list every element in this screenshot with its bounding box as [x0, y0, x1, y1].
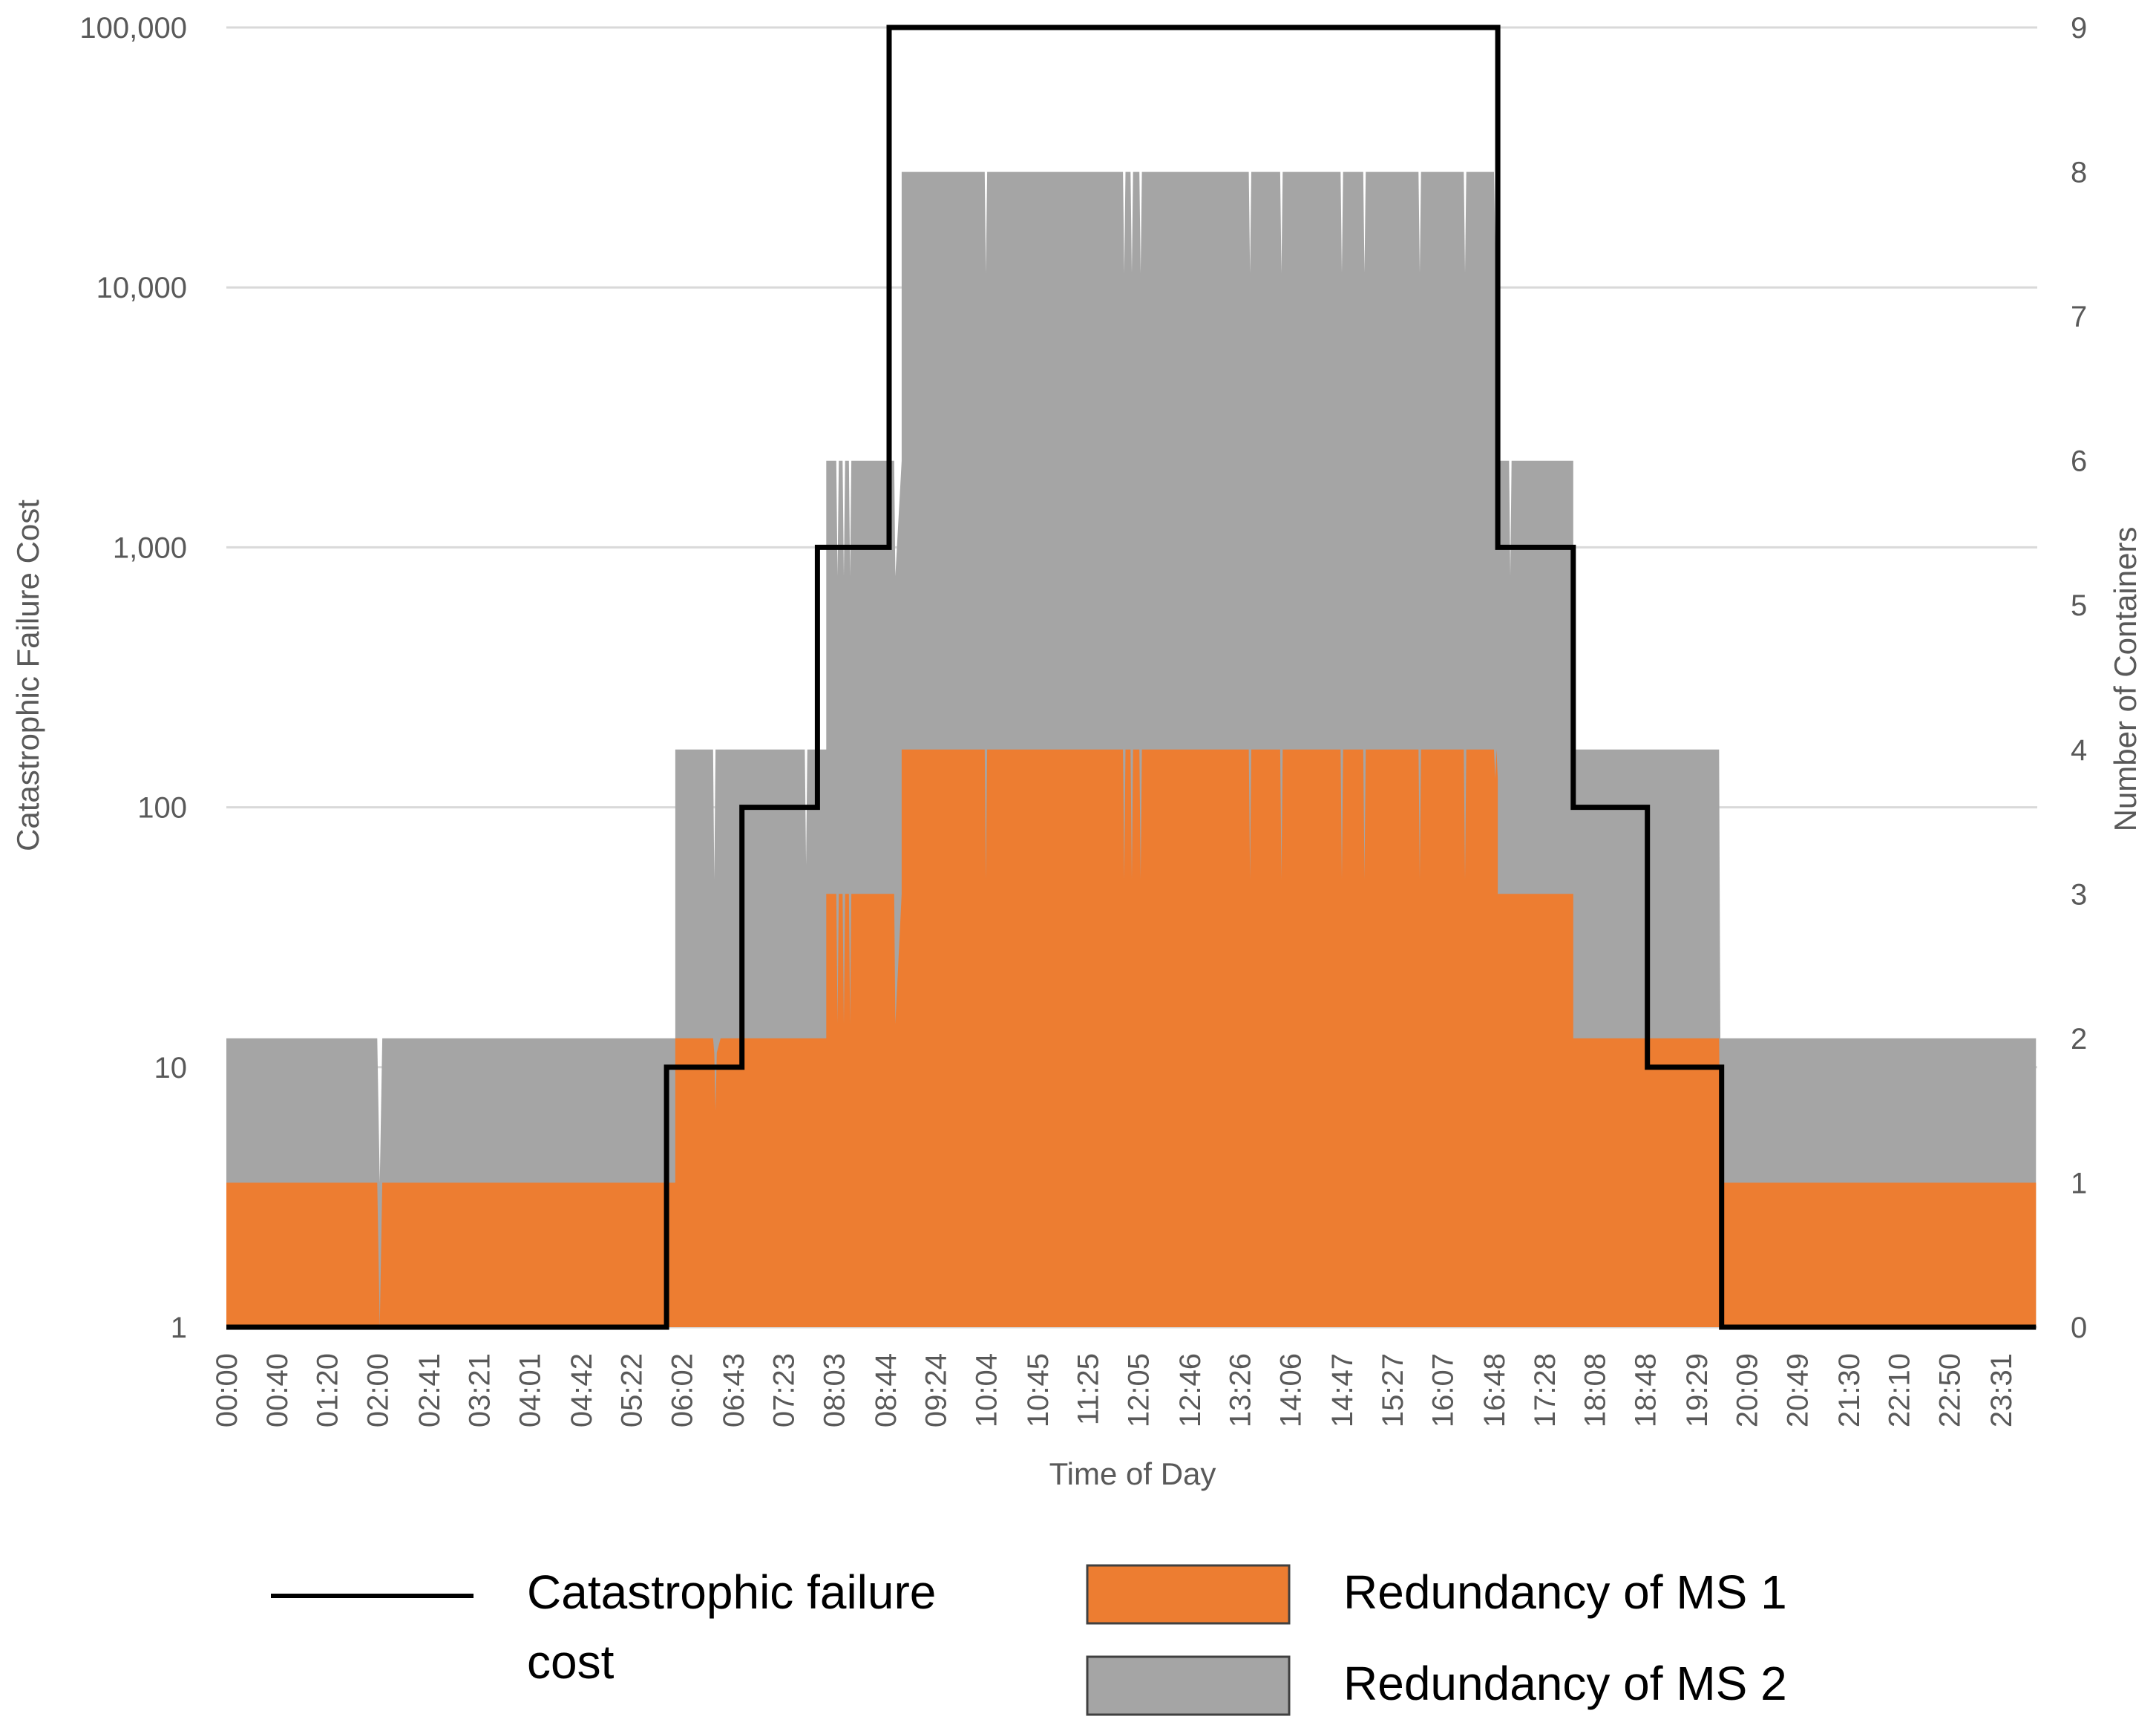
- x-tick-label: 00:00: [211, 1353, 243, 1427]
- left-tick-label: 1,000: [113, 531, 187, 564]
- x-tick-label: 12:46: [1174, 1353, 1207, 1427]
- x-axis-ticks: 00:00 00:40 01:20 02:00 02:41 03:21 04:01 04:42…: [211, 1353, 2018, 1427]
- x-tick-label: 10:04: [970, 1353, 1003, 1427]
- x-tick-label: 19:29: [1681, 1353, 1714, 1427]
- left-axis-title: Catastrophic Failure Cost: [10, 500, 45, 851]
- x-tick-label: 01:20: [312, 1353, 344, 1427]
- left-tick-label: 10,000: [96, 272, 187, 304]
- cost-line-layer: [226, 24, 2037, 1330]
- x-tick-label: 08:03: [818, 1353, 851, 1427]
- right-axis-ticks: 0 1 2 3 4 5 6 7 8 9: [2071, 12, 2087, 1344]
- right-tick-label: 6: [2071, 445, 2087, 478]
- x-tick-label: 16:48: [1478, 1353, 1511, 1427]
- x-tick-label: 07:23: [768, 1353, 801, 1427]
- plot-area: [226, 171, 2037, 1328]
- x-tick-label: 09:24: [920, 1353, 953, 1427]
- legend-line-label-part-1: Catastrophic failure: [527, 1565, 936, 1619]
- legend: Catastrophic failure cost Redundancy of …: [271, 1564, 1787, 1716]
- x-tick-label: 06:43: [718, 1353, 750, 1427]
- legend-ms1-swatch: [1086, 1564, 1291, 1625]
- x-tick-label: 08:44: [870, 1353, 902, 1427]
- left-tick-label: 100: [137, 792, 187, 825]
- ms1-area: [226, 749, 2037, 1327]
- x-tick-label: 21:30: [1833, 1353, 1866, 1427]
- left-tick-label: 1: [171, 1312, 187, 1344]
- x-tick-label: 11:25: [1072, 1353, 1105, 1425]
- right-tick-label: 0: [2071, 1312, 2087, 1344]
- legend-line-label: Catastrophic failure cost: [527, 1565, 949, 1689]
- x-tick-label: 15:27: [1377, 1353, 1409, 1427]
- x-tick-label: 20:49: [1781, 1353, 1814, 1427]
- legend-ms2-label: Redundancy of MS 2: [1343, 1657, 1787, 1710]
- x-tick-label: 20:09: [1731, 1353, 1764, 1427]
- x-tick-label: 13:26: [1225, 1353, 1257, 1427]
- x-tick-label: 14:47: [1326, 1353, 1359, 1427]
- x-tick-label: 06:02: [666, 1353, 698, 1427]
- left-tick-label: 100,000: [79, 12, 187, 45]
- x-tick-label: 22:50: [1933, 1353, 1966, 1427]
- x-tick-label: 14:06: [1275, 1353, 1308, 1427]
- x-tick-label: 12:05: [1122, 1353, 1155, 1427]
- right-tick-label: 7: [2071, 301, 2087, 333]
- right-tick-label: 3: [2071, 878, 2087, 911]
- x-tick-label: 02:00: [361, 1353, 394, 1427]
- legend-ms1-label: Redundancy of MS 1: [1343, 1565, 1787, 1619]
- cost-line: [226, 24, 2037, 1330]
- x-tick-label: 00:40: [261, 1353, 294, 1427]
- right-tick-label: 9: [2071, 12, 2087, 45]
- right-tick-label: 5: [2071, 589, 2087, 622]
- x-tick-label: 04:01: [514, 1353, 546, 1427]
- x-tick-label: 18:48: [1629, 1353, 1662, 1427]
- x-tick-label: 10:45: [1022, 1353, 1055, 1427]
- x-tick-label: 23:31: [1985, 1353, 2018, 1427]
- legend-ms2-swatch: [1086, 1655, 1291, 1716]
- right-axis-title: Number of Containers: [2108, 527, 2143, 832]
- x-tick-label: 16:07: [1427, 1353, 1460, 1427]
- x-tick-label: 22:10: [1884, 1353, 1916, 1427]
- left-axis-ticks: 1 10 100 1,000 10,000 100,000: [79, 12, 187, 1344]
- x-axis-title: Time of Day: [1049, 1456, 1216, 1491]
- x-tick-label: 05:22: [616, 1353, 649, 1427]
- legend-line-label-part-2: cost: [527, 1635, 615, 1689]
- x-tick-label: 03:21: [464, 1353, 497, 1427]
- x-tick-label: 17:28: [1529, 1353, 1562, 1427]
- right-tick-label: 2: [2071, 1023, 2087, 1056]
- x-tick-label: 04:42: [566, 1353, 598, 1427]
- right-tick-label: 4: [2071, 734, 2087, 767]
- x-tick-label: 02:41: [413, 1353, 446, 1427]
- left-tick-label: 10: [154, 1052, 188, 1084]
- x-tick-label: 18:08: [1579, 1353, 1612, 1427]
- right-tick-label: 1: [2071, 1167, 2087, 1200]
- right-tick-label: 8: [2071, 157, 2087, 189]
